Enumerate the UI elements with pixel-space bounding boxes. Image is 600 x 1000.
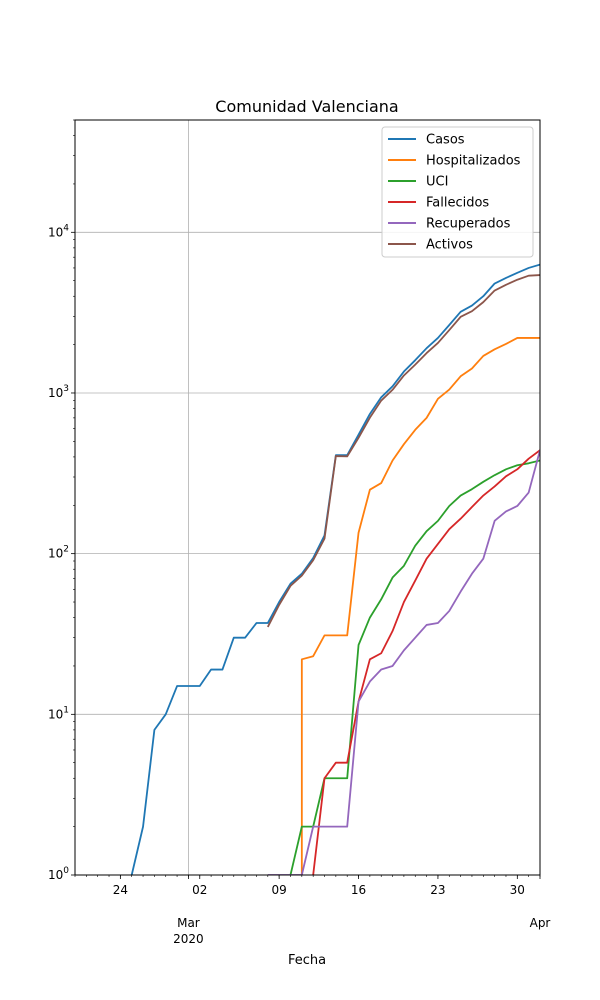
series-lines (130, 263, 540, 875)
legend-label: Recuperados (426, 217, 511, 232)
series-line-hospitalizados (300, 337, 540, 875)
x-month-label: 2020 (173, 932, 204, 946)
series-line-fallecidos (312, 449, 540, 875)
y-tick-base: 10 (48, 868, 63, 882)
y-tick-base: 10 (48, 547, 63, 561)
legend-box (381, 126, 534, 258)
y-tick-exponent: 3 (63, 384, 69, 394)
y-tick-label: 101 (48, 705, 69, 721)
legend-label: UCI (426, 175, 448, 190)
x-axis-label: Fecha (288, 953, 326, 968)
x-tick-label: 16 (351, 883, 366, 897)
legend-label: Hospitalizados (426, 154, 521, 169)
y-tick-label: 103 (48, 384, 69, 400)
legend-label: Activos (426, 238, 473, 253)
y-tick-exponent: 4 (63, 223, 69, 233)
legend-label: Fallecidos (426, 196, 489, 211)
y-tick-exponent: 2 (63, 545, 69, 555)
x-month-label: Mar (177, 916, 200, 930)
y-tick-base: 10 (48, 225, 63, 239)
legend-label: Casos (426, 133, 465, 148)
plot-frame (74, 119, 541, 876)
y-tick-label: 100 (48, 866, 69, 882)
legend: Casos Hospitalizados UCI Fallecidos Recupera… (381, 126, 534, 258)
x-tick-label: 30 (510, 883, 525, 897)
x-tick-label: 09 (272, 883, 287, 897)
x-tick-label: 02 (192, 883, 207, 897)
gridlines (75, 120, 540, 875)
series-line-activos (266, 274, 540, 628)
series-line-uci (289, 459, 540, 875)
y-tick-exponent: 0 (63, 866, 69, 876)
y-tick-label: 102 (48, 545, 69, 561)
x-tick-label: 23 (430, 883, 445, 897)
x-tick-label: 24 (113, 883, 128, 897)
y-tick-label: 104 (48, 223, 69, 239)
y-tick-base: 10 (48, 386, 63, 400)
chart-title: Comunidad Valenciana (215, 97, 398, 116)
x-month-label: Apr (530, 916, 551, 930)
y-tick-base: 10 (48, 707, 63, 721)
y-tick-exponent: 1 (63, 705, 69, 715)
series-line-recuperados (267, 450, 540, 875)
